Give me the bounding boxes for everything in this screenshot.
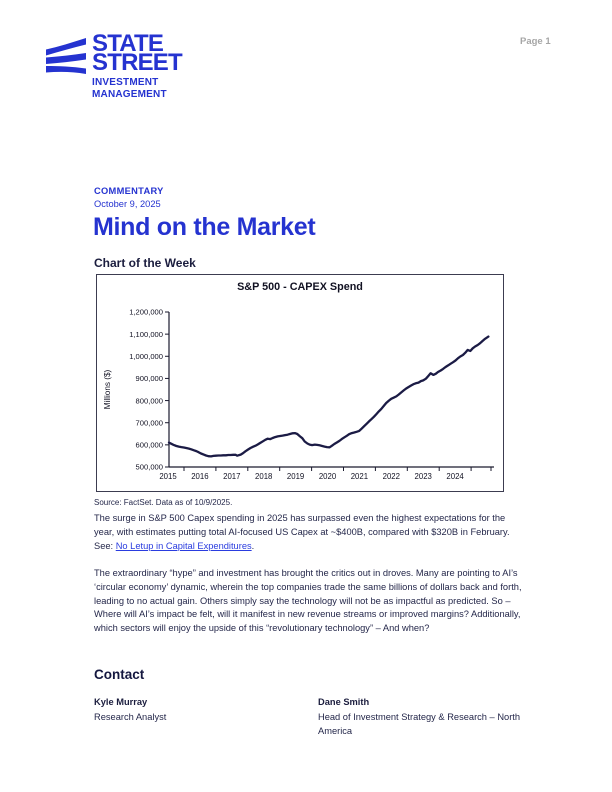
y-tick-label: 800,000 (136, 396, 163, 405)
x-tick-label: 2022 (383, 472, 400, 481)
x-tick-label: 2018 (255, 472, 272, 481)
y-tick-label: 600,000 (136, 441, 163, 450)
chart-title: S&P 500 - CAPEX Spend (237, 281, 363, 293)
contact-title: Research Analyst (94, 711, 167, 722)
contact-person: Dane Smith Head of Investment Strategy &… (318, 695, 536, 739)
contact-name: Kyle Murray (94, 697, 148, 707)
x-tick-label: 2017 (223, 472, 240, 481)
section-heading-chart-of-the-week: Chart of the Week (94, 256, 196, 270)
no-letup-capex-link[interactable]: No Letup in Capital Expenditures (115, 540, 252, 551)
y-tick-label: 1,000,000 (129, 352, 163, 361)
y-axis-title: Millions ($) (103, 369, 112, 409)
publication-date: October 9, 2025 (94, 199, 161, 209)
x-tick-label: 2021 (351, 472, 368, 481)
state-street-logo-text: STATE STREET INVESTMENT MANAGEMENT (92, 30, 183, 100)
x-tick-label: 2015 (159, 472, 177, 481)
paragraph-text: The surge in S&P 500 Capex spending in 2… (94, 513, 510, 551)
y-tick-label: 500,000 (136, 463, 163, 472)
contact-heading: Contact (94, 667, 145, 682)
logo-word-management: MANAGEMENT (92, 88, 167, 100)
paragraph-text-end: . (251, 540, 255, 551)
x-tick-label: 2016 (191, 472, 208, 481)
contact-title: Head of Investment Strategy & Research –… (318, 711, 521, 737)
y-tick-label: 1,200,000 (129, 308, 163, 317)
x-tick-label: 2019 (287, 472, 304, 481)
x-tick-label: 2024 (446, 472, 464, 481)
paragraph-capex-surge: The surge in S&P 500 Capex spending in 2… (94, 512, 524, 553)
y-tick-label: 900,000 (136, 374, 163, 383)
capex-series-line (167, 335, 490, 458)
x-tick-label: 2020 (319, 472, 337, 481)
logo-word-state: STATE (92, 30, 164, 57)
capex-line-chart: S&P 500 - CAPEX Spend Millions ($) 500,000… (103, 281, 494, 481)
capex-chart-frame: S&P 500 - CAPEX Spend Millions ($) 500,000… (96, 274, 504, 492)
page-title: Mind on the Market (93, 213, 316, 241)
contact-name: Dane Smith (318, 697, 370, 707)
y-tick-label: 700,000 (136, 418, 163, 427)
y-tick-label: 1,100,000 (129, 330, 163, 339)
state-street-logo-icon (46, 38, 86, 74)
logo-word-investment: INVESTMENT (92, 77, 159, 88)
chart-source-note: Source: FactSet. Data as of 10/9/2025. (94, 498, 233, 507)
logo-word-street: STREET (92, 48, 183, 76)
page-number: Page 1 (520, 36, 551, 47)
commentary-eyebrow: COMMENTARY (94, 186, 164, 196)
x-tick-label: 2023 (415, 472, 432, 481)
paragraph-ai-hype: The extraordinary “hype” and investment … (94, 568, 522, 634)
contact-person: Kyle Murray Research Analyst (94, 695, 304, 724)
